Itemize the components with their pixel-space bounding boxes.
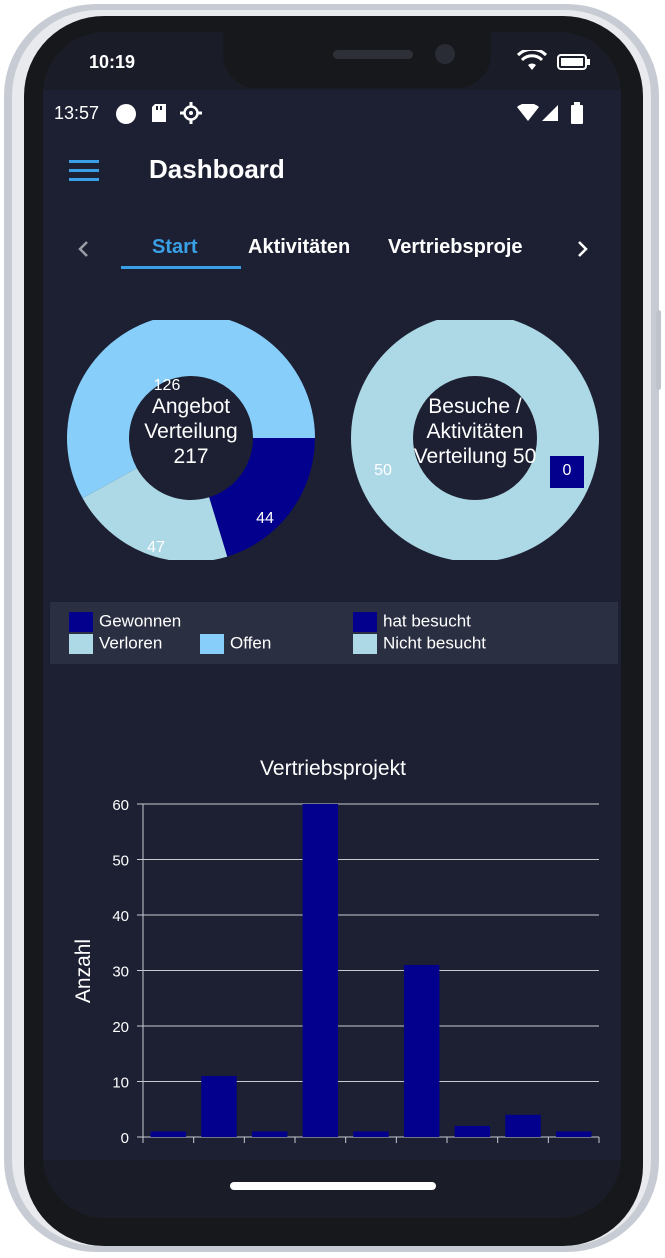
slice-value-label: 0 bbox=[563, 462, 572, 479]
legend-item-nicht-besucht: Nicht besucht bbox=[353, 633, 486, 654]
cell-signal-icon bbox=[542, 105, 558, 121]
y-axis-label: Anzahl bbox=[72, 939, 95, 1003]
legend-swatch bbox=[200, 633, 224, 654]
tab-vertriebsprojekt[interactable]: Vertriebsproje bbox=[388, 236, 523, 258]
chevron-right-icon[interactable] bbox=[573, 240, 591, 258]
legend-swatch bbox=[353, 633, 377, 654]
page-title: Dashboard bbox=[149, 154, 285, 184]
app-screen: 13:57 Dashboard Start Aktivitäten Vertri… bbox=[43, 90, 621, 1160]
donut-slice-verloren bbox=[82, 468, 228, 560]
legend-item-verloren: Verloren bbox=[69, 633, 162, 654]
slice-value-label: 126 bbox=[154, 377, 181, 394]
donut-center-label: Besuche / bbox=[428, 395, 522, 418]
wifi-icon bbox=[517, 50, 547, 70]
screen: 10:19 13:57 bbox=[43, 32, 621, 1218]
donut-slice-nicht-besucht bbox=[351, 320, 599, 560]
gear-icon bbox=[180, 102, 202, 124]
speaker bbox=[333, 50, 413, 59]
donut-center-label: Aktivitäten bbox=[427, 420, 524, 443]
donut-slice-gewonnen bbox=[209, 438, 315, 557]
tab-bar: Start Aktivitäten Vertriebsproje bbox=[43, 214, 621, 274]
bar-30pct bbox=[302, 804, 339, 1137]
legend-swatch bbox=[69, 633, 93, 654]
bar-20pct bbox=[251, 1131, 288, 1137]
home-indicator[interactable] bbox=[230, 1182, 436, 1190]
legend-swatch bbox=[353, 611, 377, 632]
bar-60pct bbox=[454, 1125, 491, 1137]
slice-value-label: 44 bbox=[256, 510, 274, 527]
bar-50pct bbox=[403, 964, 440, 1137]
battery-icon bbox=[571, 102, 583, 124]
slice-value-label: 50 bbox=[374, 462, 392, 479]
donut-slice-offen bbox=[67, 320, 315, 499]
chart-legend: Gewonnen Verloren Offen hat besucht Nich… bbox=[50, 602, 618, 664]
bar-4pct bbox=[150, 1131, 187, 1137]
notch bbox=[223, 32, 491, 88]
y-tick-label: 10 bbox=[112, 1075, 129, 1092]
bar-80pct bbox=[555, 1131, 592, 1137]
battery-icon bbox=[557, 54, 590, 70]
android-time: 13:57 bbox=[54, 103, 100, 123]
donut-center-label: Verteilung bbox=[144, 420, 237, 443]
bar-10pct bbox=[201, 1075, 237, 1137]
device-time: 10:19 bbox=[89, 52, 136, 72]
y-tick-label: 0 bbox=[121, 1130, 129, 1147]
tab-start[interactable]: Start bbox=[152, 236, 198, 258]
menu-icon[interactable] bbox=[69, 160, 99, 182]
bottom-navigation-bar bbox=[43, 1160, 621, 1218]
donut-center-label: Angebot bbox=[152, 395, 230, 418]
bar-70pct bbox=[505, 1114, 541, 1137]
sd-card-icon bbox=[152, 104, 166, 122]
bar-31pct bbox=[353, 1131, 389, 1137]
donut-center-label: 217 bbox=[173, 445, 208, 468]
tab-indicator bbox=[121, 266, 241, 269]
y-tick-label: 20 bbox=[112, 1019, 129, 1036]
y-tick-label: 40 bbox=[112, 908, 129, 925]
legend-item-gewonnen: Gewonnen bbox=[69, 611, 181, 632]
bar-chart-title: Vertriebsprojekt bbox=[260, 757, 406, 780]
slice-label-box bbox=[550, 456, 584, 488]
notification-circle-icon bbox=[116, 104, 136, 124]
side-button bbox=[656, 310, 661, 390]
legend-item-offen: Offen bbox=[200, 633, 271, 654]
android-status-bar: 13:57 bbox=[43, 90, 621, 138]
chevron-left-icon[interactable] bbox=[75, 240, 93, 258]
y-tick-label: 60 bbox=[112, 797, 129, 814]
wifi-signal-icon bbox=[517, 104, 539, 121]
legend-item-hat-besucht: hat besucht bbox=[353, 611, 471, 632]
slice-value-label: 47 bbox=[147, 539, 165, 556]
device-status-bar: 10:19 bbox=[43, 32, 621, 90]
tab-aktivitaeten[interactable]: Aktivitäten bbox=[248, 236, 351, 258]
legend-swatch bbox=[69, 611, 93, 632]
y-tick-label: 30 bbox=[112, 964, 129, 981]
front-camera bbox=[435, 44, 455, 64]
y-tick-label: 50 bbox=[112, 853, 129, 870]
vertriebsprojekt-bar-chart: VertriebsprojektAnzahl01020304050604%10%… bbox=[72, 757, 600, 1147]
donut-center-label: Verteilung 50 bbox=[414, 445, 537, 468]
